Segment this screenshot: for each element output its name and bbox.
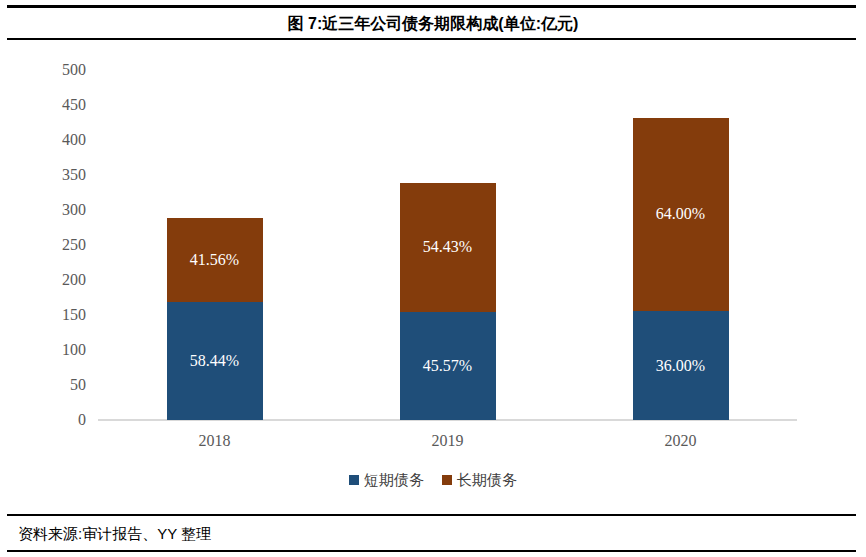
bar-percent-label: 64.00% (656, 205, 705, 223)
footer-top-divider (7, 514, 856, 516)
source-note: 资料来源:审计报告、YY 整理 (18, 519, 848, 549)
legend-label: 长期债务 (457, 472, 517, 488)
y-tick-label: 0 (26, 411, 86, 429)
bar-percent-label: 36.00% (656, 357, 705, 375)
bar-segment-长期债务-2018: 41.56% (167, 218, 263, 302)
y-tick-label: 350 (26, 166, 86, 184)
y-tick-label: 300 (26, 201, 86, 219)
top-divider (7, 5, 856, 8)
legend-swatch-icon (442, 475, 452, 485)
bar-percent-label: 54.43% (423, 238, 472, 256)
bar-percent-label: 41.56% (190, 251, 239, 269)
figure-panel: 图 7:近三年公司债务期限构成(单位:亿元) 0 50 100 150 200 250 30… (0, 0, 866, 557)
bar-segment-短期债务-2019: 45.57% (400, 312, 496, 420)
bar-percent-label: 58.44% (190, 352, 239, 370)
legend-swatch-icon (349, 475, 359, 485)
x-tick-label: 2020 (621, 431, 741, 451)
figure-title: 图 7:近三年公司债务期限构成(单位:亿元) (0, 10, 866, 38)
legend-item-短期债务: 短期债务 (349, 472, 424, 488)
bar-percent-label: 45.57% (423, 357, 472, 375)
legend-item-长期债务: 长期债务 (442, 472, 517, 488)
footer-bottom-divider (7, 550, 856, 552)
y-tick-label: 450 (26, 96, 86, 114)
bar-segment-短期债务-2018: 58.44% (167, 302, 263, 420)
y-tick-label: 400 (26, 131, 86, 149)
x-tick-label: 2019 (388, 431, 508, 451)
chart-legend: 短期债务 长期债务 (0, 470, 866, 490)
x-tick-label: 2018 (155, 431, 275, 451)
legend-label: 短期债务 (364, 472, 424, 488)
title-divider (7, 38, 856, 40)
y-tick-label: 250 (26, 236, 86, 254)
y-tick-label: 200 (26, 271, 86, 289)
y-tick-label: 150 (26, 306, 86, 324)
bar-segment-长期债务-2019: 54.43% (400, 183, 496, 312)
y-tick-label: 50 (26, 376, 86, 394)
y-tick-label: 100 (26, 341, 86, 359)
bar-segment-长期债务-2020: 64.00% (633, 118, 729, 312)
bar-segment-短期债务-2020: 36.00% (633, 311, 729, 420)
y-tick-label: 500 (26, 61, 86, 79)
